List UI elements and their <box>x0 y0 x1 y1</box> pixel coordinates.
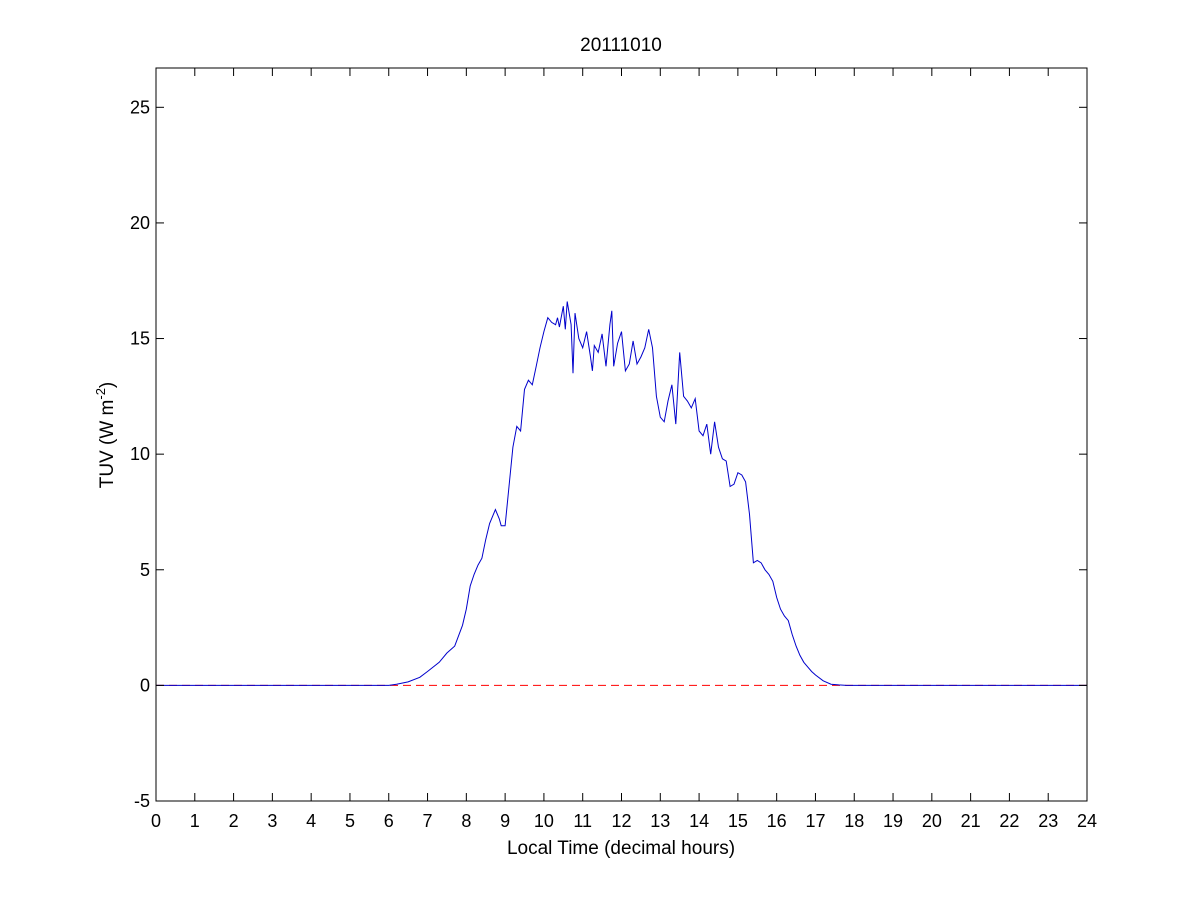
x-tick-label: 23 <box>1038 811 1058 831</box>
x-tick-label: 22 <box>999 811 1019 831</box>
y-tick-label: 0 <box>140 675 150 695</box>
y-tick-label: -5 <box>134 791 150 811</box>
x-tick-label: 24 <box>1077 811 1097 831</box>
x-tick-label: 5 <box>345 811 355 831</box>
x-tick-label: 8 <box>461 811 471 831</box>
ticks-layer <box>155 68 1088 802</box>
y-tick-label: 10 <box>130 444 150 464</box>
x-tick-label: 15 <box>728 811 748 831</box>
chart-title: 20111010 <box>580 35 662 56</box>
y-axis-label-superscript: -2 <box>93 388 108 400</box>
y-tick-label: 20 <box>130 213 150 233</box>
y-axis-label: TUV (W m-2) <box>93 382 118 489</box>
y-axis-label-base: TUV (W m <box>97 400 118 489</box>
x-tick-label: 1 <box>190 811 200 831</box>
axes-box <box>155 67 1088 802</box>
x-tick-label: 14 <box>689 811 709 831</box>
x-tick-label: 7 <box>423 811 433 831</box>
x-tick-label: 11 <box>573 811 592 831</box>
x-tick-label: 17 <box>805 811 825 831</box>
series-layer <box>156 301 1087 686</box>
y-tick-label: 25 <box>130 97 150 117</box>
x-tick-label: 4 <box>306 811 316 831</box>
y-axis-label-close: ) <box>97 382 118 388</box>
x-tick-label: 3 <box>267 811 277 831</box>
tuv-series-line <box>156 301 1087 686</box>
x-tick-label: 20 <box>922 811 942 831</box>
x-tick-label: 12 <box>611 811 631 831</box>
x-tick-label: 9 <box>500 811 510 831</box>
y-tick-label: 5 <box>140 560 150 580</box>
x-tick-label: 18 <box>844 811 864 831</box>
tick-labels: 0 1 2 3 4 5 6 7 8 9 10 11 12 13 14 15 16 17 18 19 20 21 22 23 24… <box>130 97 1097 831</box>
x-tick-label: 2 <box>229 811 239 831</box>
x-tick-label: 16 <box>767 811 787 831</box>
x-tick-label: 21 <box>961 811 981 831</box>
x-tick-label: 19 <box>883 811 903 831</box>
x-tick-label: 13 <box>650 811 670 831</box>
x-axis-label: Local Time (decimal hours) <box>507 838 735 859</box>
y-tick-label: 15 <box>130 329 150 349</box>
x-tick-label: 6 <box>384 811 394 831</box>
x-tick-label: 0 <box>151 811 161 831</box>
x-tick-label: 10 <box>534 811 554 831</box>
